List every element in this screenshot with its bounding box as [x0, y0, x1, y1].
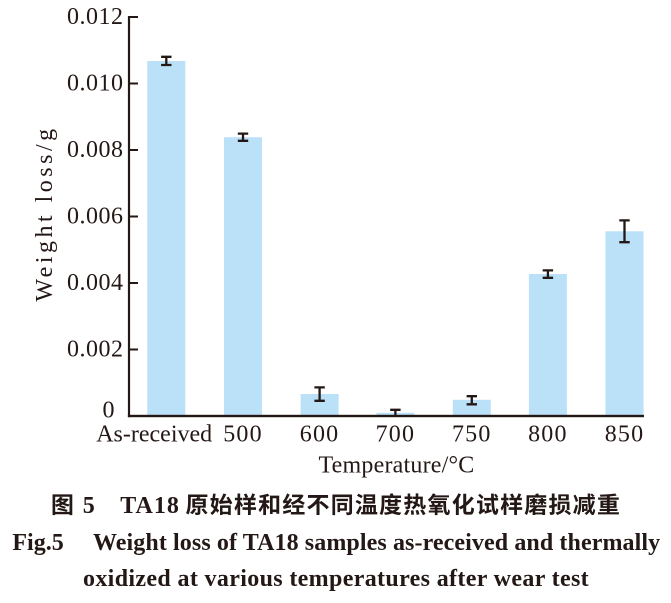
- svg-text:0.004: 0.004: [67, 270, 124, 296]
- svg-text:As-received: As-received: [96, 422, 212, 448]
- svg-text:0.008: 0.008: [67, 137, 124, 163]
- svg-text:oxidized at various temperatur: oxidized at various temperatures after w…: [83, 566, 589, 592]
- svg-text:600: 600: [300, 422, 340, 448]
- svg-text:850: 850: [605, 422, 645, 448]
- svg-text:0.010: 0.010: [67, 70, 124, 96]
- svg-text:Weight loss of TA18 samples as: Weight loss of TA18 samples as-received …: [93, 530, 660, 556]
- svg-text:Temperature/°C: Temperature/°C: [319, 453, 475, 479]
- svg-text:750: 750: [452, 422, 492, 448]
- svg-text:Fig.5: Fig.5: [12, 530, 63, 556]
- svg-text:0.002: 0.002: [67, 336, 124, 362]
- svg-text:700: 700: [376, 422, 416, 448]
- svg-text:800: 800: [528, 422, 568, 448]
- svg-text:5: 5: [83, 493, 95, 519]
- svg-text:0.006: 0.006: [67, 203, 124, 229]
- svg-text:0.012: 0.012: [67, 4, 124, 30]
- svg-text:Weight loss/g: Weight loss/g: [32, 125, 58, 301]
- svg-text:TA18: TA18: [120, 493, 180, 519]
- svg-text:500: 500: [223, 422, 263, 448]
- svg-text:0: 0: [103, 398, 116, 424]
